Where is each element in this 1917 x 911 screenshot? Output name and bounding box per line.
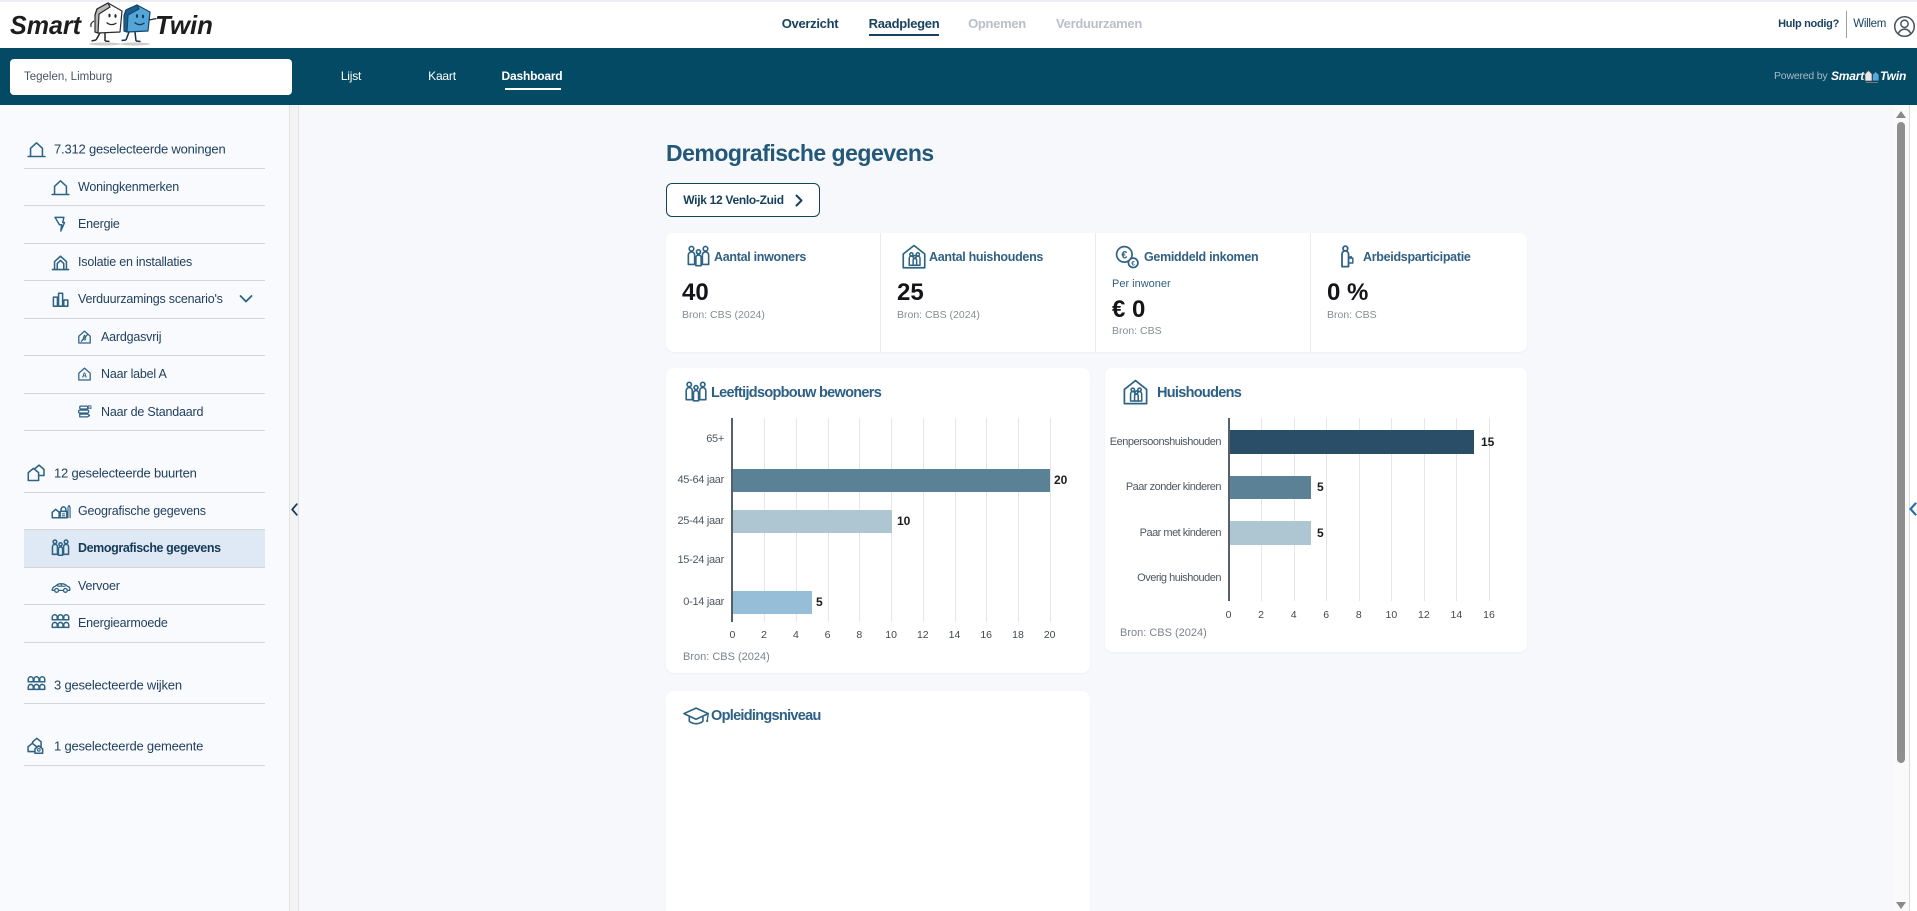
svg-text:Smart: Smart	[10, 10, 82, 40]
svg-text:€: €	[1121, 249, 1127, 261]
svg-text:€: €	[1131, 260, 1135, 267]
svg-text:Twin: Twin	[155, 10, 213, 40]
svg-text:A: A	[82, 372, 87, 380]
